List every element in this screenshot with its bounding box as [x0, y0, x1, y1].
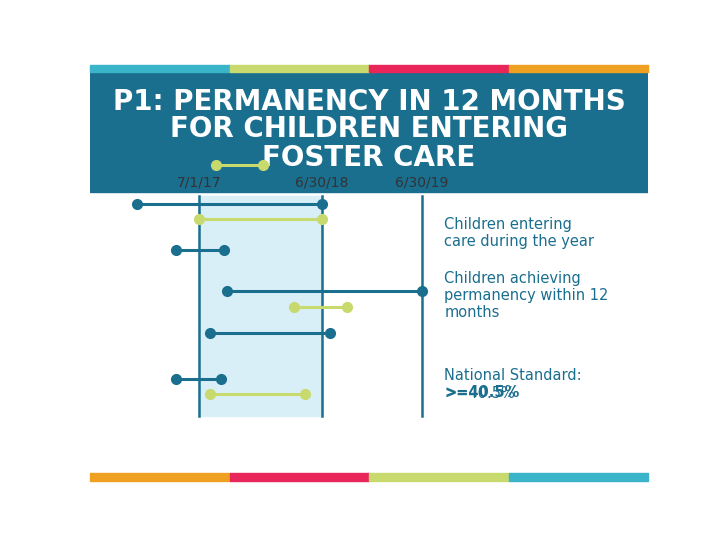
Text: 6/30/18: 6/30/18: [295, 176, 348, 190]
Text: >=40.5%: >=40.5%: [444, 385, 520, 400]
Bar: [230, 65, 369, 72]
Bar: [90, 73, 648, 192]
Text: FOR CHILDREN ENTERING: FOR CHILDREN ENTERING: [170, 115, 568, 143]
Text: National Standard:
>=40.5%: National Standard: >=40.5%: [444, 368, 582, 401]
Text: 7/1/17: 7/1/17: [176, 176, 221, 190]
Text: Children entering
care during the year: Children entering care during the year: [444, 217, 594, 249]
Bar: [369, 473, 508, 481]
Bar: [199, 196, 322, 416]
Bar: [369, 65, 508, 72]
Bar: [230, 473, 369, 481]
Text: 6/30/19: 6/30/19: [395, 176, 449, 190]
Bar: [90, 65, 230, 72]
Text: P1: PERMANENCY IN 12 MONTHS: P1: PERMANENCY IN 12 MONTHS: [112, 88, 626, 116]
Bar: [508, 473, 648, 481]
Bar: [508, 65, 648, 72]
Text: Children achieving
permanency within 12
months: Children achieving permanency within 12 …: [444, 271, 608, 320]
Text: FOSTER CARE: FOSTER CARE: [262, 144, 476, 172]
Bar: [90, 473, 230, 481]
